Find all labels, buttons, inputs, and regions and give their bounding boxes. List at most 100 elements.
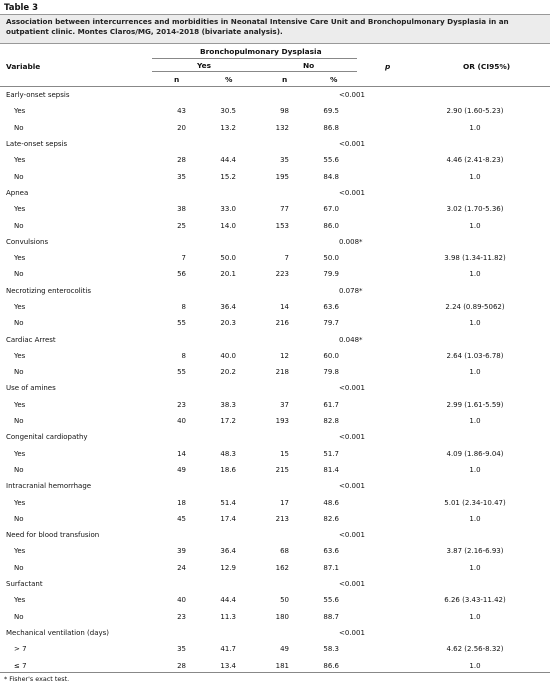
empty-cell — [152, 625, 186, 641]
no-n: 50 — [280, 596, 289, 605]
yes-n: 56 — [177, 270, 186, 279]
no-n: 193 — [275, 417, 289, 426]
empty-cell — [236, 527, 289, 543]
yes-n: 45 — [177, 514, 186, 523]
header-yes-pct: % — [225, 75, 233, 84]
group-row: Necrotizing enterocolitis 0.078* — [0, 283, 550, 299]
yes-n: 35 — [177, 172, 186, 181]
no-n: 15 — [280, 449, 289, 458]
yes-pct: 17.2 — [220, 417, 236, 426]
p-value: <0.001 — [339, 384, 365, 393]
no-n: 14 — [280, 303, 289, 311]
header-bottom-rule — [0, 86, 550, 87]
p-value: <0.001 — [339, 91, 365, 100]
p-value: 0.048* — [339, 335, 363, 344]
empty-cell — [339, 560, 400, 576]
empty-cell — [289, 478, 339, 494]
table-row: Yes 28 44.4 35 55.6 4.46 (2.41-8.23) — [0, 152, 550, 168]
empty-cell — [400, 576, 550, 592]
yes-n: 18 — [177, 498, 186, 507]
empty-cell — [186, 429, 236, 445]
group-name: Mechanical ventilation (days) — [6, 628, 110, 637]
table-row: Yes 7 50.0 7 50.0 3.98 (1.34-11.82) — [0, 250, 550, 266]
row-label: Yes — [14, 449, 26, 458]
no-n: 7 — [284, 254, 289, 263]
row-label: Yes — [14, 498, 26, 507]
row-label: Yes — [14, 156, 26, 165]
odds-ratio: 1.0 — [469, 563, 481, 572]
no-n: 162 — [275, 563, 289, 572]
row-label: No — [14, 465, 24, 474]
no-n: 213 — [275, 514, 289, 523]
row-label: Yes — [14, 400, 26, 409]
yes-pct: 15.2 — [220, 172, 236, 181]
table-label: Table 3 — [4, 3, 39, 13]
yes-pct: 30.5 — [220, 107, 236, 116]
odds-ratio: 3.87 (2.16-6.93) — [446, 547, 504, 556]
empty-cell — [339, 413, 400, 429]
empty-cell — [289, 576, 339, 592]
odds-ratio: 1.0 — [469, 612, 481, 621]
empty-cell — [289, 87, 339, 103]
no-n: 153 — [275, 221, 289, 230]
no-pct: 69.5 — [323, 107, 339, 116]
table-row: No 35 15.2 195 84.8 1.0 — [0, 168, 550, 184]
group-name: Apnea — [6, 188, 29, 197]
table-row: Yes 8 40.0 12 60.0 2.64 (1.03-6.78) — [0, 348, 550, 364]
yes-pct: 13.4 — [220, 661, 236, 670]
empty-cell — [289, 136, 339, 152]
odds-ratio: 1.0 — [469, 514, 481, 523]
yes-pct: 36.4 — [220, 547, 236, 556]
yes-pct: 14.0 — [220, 221, 236, 230]
group-name: Use of amines — [6, 384, 56, 393]
no-n: 195 — [275, 172, 289, 181]
no-n: 180 — [275, 612, 289, 621]
empty-cell — [152, 478, 186, 494]
empty-cell — [339, 446, 400, 462]
header-no: No — [303, 61, 315, 70]
no-n: 37 — [280, 400, 289, 409]
empty-cell — [152, 429, 186, 445]
empty-cell — [186, 234, 236, 250]
empty-cell — [186, 478, 236, 494]
group-row: Surfactant <0.001 — [0, 576, 550, 592]
no-pct: 87.1 — [323, 563, 339, 572]
empty-cell — [289, 527, 339, 543]
empty-cell — [400, 625, 550, 641]
empty-cell — [339, 250, 400, 266]
table-row: No 49 18.6 215 81.4 1.0 — [0, 462, 550, 478]
yes-pct: 17.4 — [220, 514, 236, 523]
no-pct: 55.6 — [323, 596, 339, 605]
group-row: Late-onset sepsis <0.001 — [0, 136, 550, 152]
row-label: No — [14, 563, 24, 572]
table-row: Yes 18 51.4 17 48.6 5.01 (2.34-10.47) — [0, 494, 550, 510]
no-pct: 86.0 — [323, 221, 339, 230]
group-name: Late-onset sepsis — [6, 140, 68, 149]
odds-ratio: 1.0 — [469, 123, 481, 132]
empty-cell — [152, 283, 186, 299]
table-row: No 56 20.1 223 79.9 1.0 — [0, 266, 550, 282]
group-name: Intracranial hemorrhage — [6, 482, 92, 491]
table-row: Yes 39 36.4 68 63.6 3.87 (2.16-6.93) — [0, 543, 550, 559]
group-row: Mechanical ventilation (days) <0.001 — [0, 625, 550, 641]
no-pct: 51.7 — [323, 449, 339, 458]
group-header: Bronchopulmonary Dysplasia — [200, 47, 322, 56]
yes-pct: 13.2 — [220, 123, 236, 132]
p-value: <0.001 — [339, 140, 365, 149]
group-name: Surfactant — [6, 580, 43, 589]
empty-cell — [236, 234, 289, 250]
yes-pct: 20.1 — [220, 270, 236, 279]
header-yes-n: n — [174, 75, 180, 84]
odds-ratio: 4.46 (2.41-8.23) — [446, 156, 504, 165]
yes-pct: 48.3 — [220, 449, 236, 458]
odds-ratio: 2.24 (0.89-5062) — [445, 303, 505, 311]
yes-pct: 38.3 — [220, 400, 236, 409]
yes-n: 24 — [177, 563, 186, 572]
row-label: Yes — [14, 547, 26, 556]
group-name: Early-onset sepsis — [6, 91, 70, 100]
yes-pct: 20.2 — [220, 368, 236, 377]
row-label: No — [14, 172, 24, 181]
p-value: 0.008* — [339, 237, 363, 246]
no-pct: 81.4 — [323, 465, 339, 474]
no-n: 77 — [280, 205, 289, 214]
